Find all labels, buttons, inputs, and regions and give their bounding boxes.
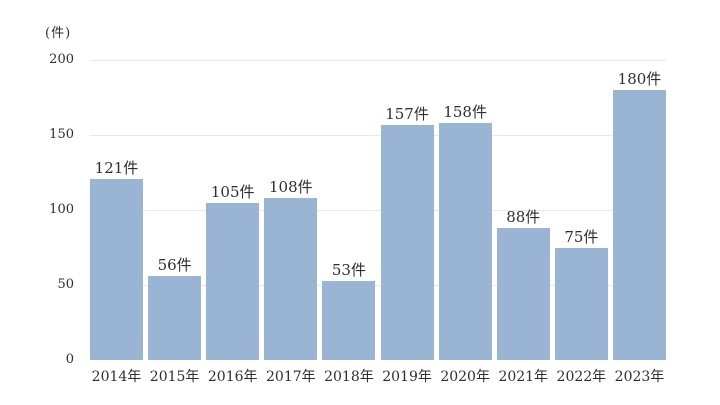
bar-value-label: 108件 — [269, 178, 313, 196]
bar-value-label: 105件 — [210, 182, 255, 201]
bar-value-label: 53件 — [331, 260, 366, 279]
gridline — [90, 60, 666, 61]
bar-value-label: 180件 — [617, 70, 662, 88]
x-axis-label: 2019年 — [382, 369, 432, 385]
x-axis-label: 2022年 — [556, 369, 607, 385]
gridline — [90, 135, 666, 136]
x-axis-label: 2023年 — [614, 369, 665, 385]
x-axis-label: 2021年 — [498, 369, 549, 385]
bar-value-label: 56件 — [157, 256, 192, 274]
y-axis-tick-label: 0 — [65, 352, 74, 367]
bar — [380, 124, 434, 360]
bar-group: 108件 — [264, 178, 318, 360]
bar — [496, 228, 550, 360]
bar-group: 158件 — [438, 103, 492, 360]
y-axis-tick-label: 150 — [49, 127, 74, 142]
bar — [438, 123, 492, 360]
y-axis-tick-label: 50 — [57, 277, 74, 292]
y-axis-tick-label: 200 — [49, 52, 74, 67]
bar — [148, 276, 202, 360]
bar-value-label: 75件 — [564, 227, 599, 246]
bar-group: 180件 — [612, 70, 666, 360]
bar-group: 157件 — [380, 104, 434, 360]
x-axis-label: 2014年 — [91, 369, 142, 385]
x-axis-label: 2020年 — [440, 369, 490, 385]
bar-value-label: 157件 — [385, 104, 429, 123]
bar-group: 53件 — [322, 260, 376, 360]
bar — [612, 90, 666, 360]
bar — [322, 280, 376, 360]
gridline — [90, 285, 666, 286]
bar — [90, 178, 143, 360]
bar-value-label: 158件 — [443, 103, 487, 121]
bar-value-label: 88件 — [506, 208, 541, 226]
bar-series: 121件 56件 105件 108件 53件 157件 158件 88件 75件 180件 — [90, 60, 666, 360]
gridline — [90, 210, 666, 211]
plot-area: 121件 56件 105件 108件 53件 157件 158件 88件 75件 180件 — [90, 60, 666, 360]
x-axis-label: 2016年 — [207, 369, 258, 385]
bar-group: 88件 — [496, 208, 550, 360]
bar — [264, 198, 318, 360]
x-axis-label: 2017年 — [266, 369, 316, 385]
bar-group: 75件 — [554, 227, 608, 360]
bar-group: 121件 — [90, 158, 143, 360]
x-axis: 2014年 2015年 2016年 2017年 2018年 2019年 2020年 2021年… — [90, 366, 666, 386]
bar — [206, 202, 260, 360]
x-axis-label: 2015年 — [149, 369, 200, 385]
y-axis-unit-label: (件) — [45, 26, 72, 41]
bar-value-label: 121件 — [94, 158, 139, 177]
bar-group: 56件 — [148, 256, 202, 360]
x-axis-label: 2018年 — [324, 369, 374, 385]
bar — [554, 247, 608, 360]
bar-group: 105件 — [206, 182, 260, 360]
y-axis-tick-label: 100 — [49, 202, 74, 217]
